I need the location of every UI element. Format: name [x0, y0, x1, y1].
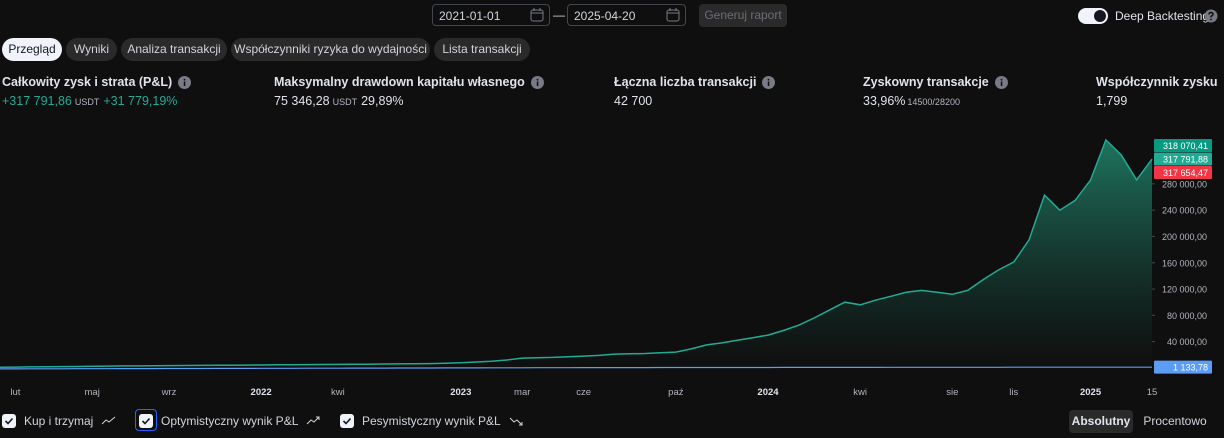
y-tick-label: 40 000,00 — [1167, 337, 1207, 347]
checkbox — [2, 414, 16, 428]
x-tick-label: sie — [946, 387, 958, 398]
legend-icon — [307, 416, 320, 425]
legend-icon — [509, 417, 523, 426]
price-label: 317 791,88 — [1163, 155, 1208, 165]
y-tick-label: 160 000,00 — [1162, 258, 1207, 268]
legend-item[interactable]: Kup i trzymaj — [2, 410, 117, 432]
generate-report-button[interactable]: Generuj raport — [699, 4, 787, 27]
stat-main: +317 791,86 — [2, 94, 72, 108]
stat-label: Całkowity zysk i strata (P&L) — [2, 75, 192, 89]
buy-hold-line — [0, 366, 1152, 370]
legend-label: Optymistyczny wynik P&L — [161, 414, 299, 428]
y-tick-label: 120 000,00 — [1162, 285, 1207, 295]
checkbox — [340, 414, 354, 428]
chart: 40 000,00 80 000,00 120 000,00 160 000,00 20… — [0, 138, 1212, 398]
legend-icon — [102, 416, 116, 425]
stat-extra: 14500/28200 — [907, 97, 960, 107]
price-label: 1 133,78 — [1173, 363, 1208, 373]
help-icon[interactable] — [1204, 9, 1218, 23]
x-tick-label: 15 — [1147, 387, 1158, 398]
stat-value: 42 700 — [614, 94, 652, 108]
price-label: 318 070,41 — [1163, 141, 1208, 151]
tab[interactable]: Wyniki — [66, 38, 117, 61]
stat-main: 42 700 — [614, 94, 653, 108]
calendar-icon — [666, 8, 680, 22]
stat-label: Łączna liczba transakcji — [614, 75, 776, 89]
tab[interactable]: Przegląd — [2, 38, 62, 61]
x-tick-label: lut — [10, 387, 20, 398]
stat-value: +317 791,86 USDT +31 779,19% — [2, 94, 177, 108]
stat-label: Maksymalny drawdown kapitału własnego — [274, 75, 544, 89]
date-to-input[interactable]: 2025-04-20 — [567, 4, 686, 26]
stat-value: 33,96% 14500/28200 — [863, 94, 960, 108]
stat-extra: 29,89% — [361, 94, 404, 108]
date-separator: — — [553, 8, 565, 22]
info-icon[interactable] — [530, 75, 544, 89]
tab[interactable]: Lista transakcji — [434, 38, 530, 61]
deep-backtesting-toggle[interactable] — [1078, 8, 1108, 24]
info-icon[interactable] — [762, 75, 776, 89]
stat-label-text: Łączna liczba transakcji — [614, 75, 757, 89]
stat-value: 75 346,28 USDT 29,89% — [274, 94, 404, 108]
x-tick-label: 2025 — [1080, 387, 1102, 398]
tab[interactable]: Analiza transakcji — [121, 38, 227, 61]
calendar-icon — [530, 8, 544, 22]
price-label-box — [1154, 152, 1212, 166]
focus-ring — [135, 409, 157, 431]
legend-label: Kup i trzymaj — [24, 414, 94, 428]
deep-backtesting-label: Deep Backtesting — [1115, 9, 1210, 23]
price-label-box — [1154, 360, 1212, 374]
stat-label-text: Współczynnik zysku — [1096, 75, 1218, 89]
info-icon[interactable] — [994, 75, 1008, 89]
date-from-input[interactable]: 2021-01-01 — [432, 4, 550, 26]
y-tick-label: 80 000,00 — [1167, 311, 1207, 321]
equity-line — [0, 138, 1153, 369]
stat-main: 75 346,28 — [274, 94, 330, 108]
info-icon[interactable] — [178, 75, 192, 89]
x-tick-label: kwi — [853, 387, 867, 398]
y-tick-label: 240 000,00 — [1162, 206, 1207, 216]
stat-value: 1,799 — [1096, 94, 1127, 108]
stat-main: 33,96% — [863, 94, 906, 108]
stat-label-text: Maksymalny drawdown kapitału własnego — [274, 75, 525, 89]
stat-extra: +31 779,19% — [103, 94, 178, 108]
equity-area — [0, 139, 1152, 368]
date-from: 2021-01-01 — [439, 9, 501, 23]
mode-button[interactable]: Absolutny — [1069, 410, 1133, 433]
x-tick-label: cze — [576, 387, 591, 398]
mode-button[interactable]: Procentowo — [1143, 414, 1207, 428]
price-label-box — [1154, 139, 1212, 153]
x-tick-label: kwi — [331, 387, 345, 398]
legend-item[interactable]: Optymistyczny wynik P&L — [139, 410, 322, 432]
y-tick-label: 280 000,00 — [1162, 179, 1207, 189]
stat-main: 1,799 — [1096, 94, 1128, 108]
stat-label-text: Zyskowny transakcje — [863, 75, 989, 89]
legend-label: Pesymistyczny wynik P&L — [362, 414, 501, 428]
x-tick-label: wrz — [161, 387, 177, 398]
stat-unit: USDT — [332, 97, 358, 107]
price-label-box — [1154, 166, 1212, 180]
date-to: 2025-04-20 — [574, 9, 636, 23]
x-tick-label: maj — [85, 387, 100, 398]
x-tick-label: 2023 — [450, 387, 471, 398]
checkbox — [139, 414, 153, 428]
stat-unit: USDT — [74, 97, 100, 107]
legend-item[interactable]: Pesymistyczny wynik P&L — [340, 410, 525, 432]
x-tick-label: 2024 — [757, 387, 779, 398]
x-tick-label: lis — [1009, 387, 1018, 398]
stat-label: Zyskowny transakcje — [863, 75, 1008, 89]
tab[interactable]: Współczynniki ryzyka do wydajności — [231, 38, 430, 61]
price-label: 317 654,47 — [1163, 168, 1208, 178]
toggle-knob — [1094, 10, 1106, 22]
stat-label-text: Całkowity zysk i strata (P&L) — [2, 75, 173, 89]
x-tick-label: mar — [514, 387, 530, 398]
x-tick-label: 2022 — [251, 387, 272, 398]
x-tick-label: paź — [668, 387, 684, 398]
y-tick-label: 200 000,00 — [1162, 232, 1207, 242]
